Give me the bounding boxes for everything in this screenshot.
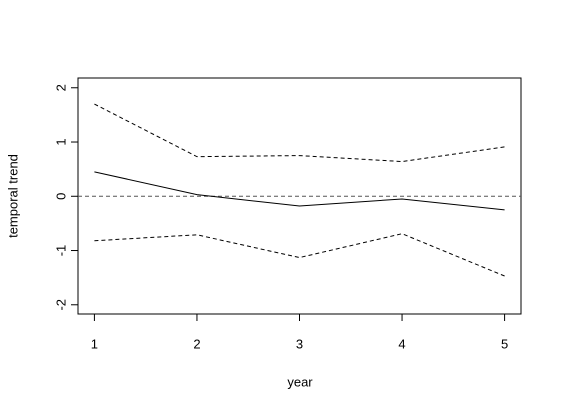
bound-line: [94, 233, 505, 277]
trend-line: [94, 171, 505, 211]
y-axis-label: temporal trend: [5, 154, 20, 238]
bound-line: [94, 103, 505, 163]
x-tick-label: 3: [296, 336, 303, 351]
y-tick-label: 0: [53, 193, 68, 200]
x-tick-label: 4: [398, 336, 405, 351]
y-tick-label: 1: [53, 138, 68, 145]
x-tick-label: 5: [501, 336, 508, 351]
x-tick-label: 1: [91, 336, 98, 351]
y-tick-label: -2: [53, 299, 68, 311]
y-tick-label: -1: [53, 245, 68, 257]
y-tick-label: 2: [53, 84, 68, 91]
x-axis-label: year: [287, 374, 313, 389]
x-tick-label: 2: [193, 336, 200, 351]
